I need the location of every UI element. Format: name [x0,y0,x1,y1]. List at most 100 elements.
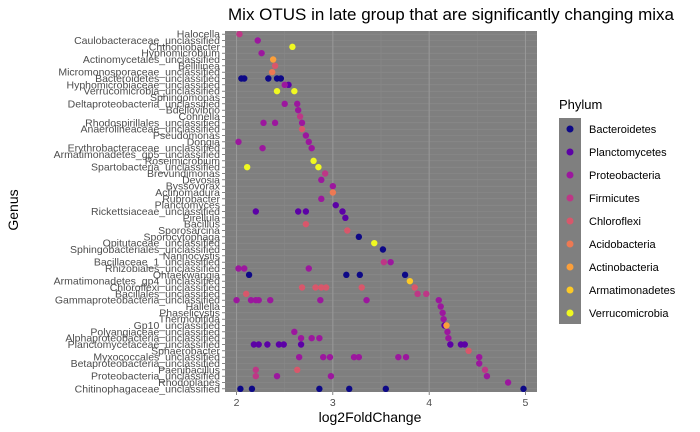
y-tick-label: Micromonosporaceae_unclassified [58,67,220,79]
y-tick-label: Bdellovibrio [166,105,220,117]
point-proteobacteria [440,315,447,323]
point-proteobacteria [308,144,315,152]
point-acidobacteria [329,189,337,196]
point-bacteroidetes [241,75,248,82]
y-tick-label: Phaselicystis [159,307,220,319]
point-bacteroidetes [355,233,363,241]
x-tick-label: 4 [426,397,432,409]
y-tick-label: Sporocytophaga [144,231,221,243]
point-proteobacteria [355,353,363,361]
point-bacteroidetes [401,271,409,279]
point-proteobacteria [254,37,261,44]
point-proteobacteria [437,303,444,310]
point-proteobacteria [308,334,315,342]
point-planctomycetes [250,341,258,348]
point-planctomycetes [302,208,310,215]
point-proteobacteria [435,296,442,304]
point-proteobacteria [297,334,305,342]
y-tick-label: Gammaproteobacteria_unclassified [55,295,220,307]
point-chloroflexi [411,284,418,291]
point-firmicutes [414,290,421,298]
y-tick-label: Nannocystis [163,250,220,262]
point-proteobacteria [247,296,255,304]
point-proteobacteria [255,296,262,304]
point-proteobacteria [387,258,394,266]
y-tick-label: Rhodoplanes [158,377,220,389]
point-proteobacteria [320,353,327,361]
y-tick-label: Pirellula [183,212,221,224]
point-planctomycetes [332,201,339,209]
point-proteobacteria [295,353,303,361]
y-tick-label: Bacillus [184,219,220,231]
point-proteobacteria [259,144,266,152]
legend-label: Acidobacteria [589,239,657,251]
point-planctomycetes [275,341,283,348]
legend-title: Phylum [559,97,602,112]
point-proteobacteria [258,49,265,57]
point-planctomycetes [297,341,305,348]
point-proteobacteria [271,119,279,127]
point-proteobacteria [316,334,323,342]
point-proteobacteria [395,353,402,361]
y-tick-label: Paenibacillus [158,364,220,376]
legend-label: Actinobacteria [589,262,660,274]
point-proteobacteria [504,379,512,386]
point-proteobacteria [402,353,410,361]
point-proteobacteria [241,265,248,272]
point-actinobacteria [443,322,450,329]
y-tick-label: Brevundimonas [147,168,220,180]
point-proteobacteria [445,334,452,342]
point-chloroflexi [312,284,319,291]
legend-label: Armatimonadetes [589,285,676,297]
point-proteobacteria [235,138,242,146]
point-proteobacteria [476,353,483,361]
point-firmicutes [236,30,243,38]
point-proteobacteria [363,296,370,304]
y-tick-label: Caulobacteraceae_unclassified [74,35,220,47]
y-tick-label: Gp10_unclassified [134,320,221,332]
y-tick-label: Rubrobacter [162,193,220,205]
y-tick-label: Actinomadura [155,187,220,199]
point-planctomycetes [294,208,302,215]
point-proteobacteria [267,296,274,304]
point-proteobacteria [291,328,298,336]
point-proteobacteria [483,372,491,380]
point-chloroflexi [298,125,306,133]
point-verrucomicrobia [289,43,296,51]
y-tick-label: Devosia [182,174,220,186]
point-bacteroidetes [265,75,272,82]
y-tick-label: Rhizobiales_unclassified [105,263,220,275]
point-proteobacteria [317,296,324,304]
y-tick-label: Spartobacteria_unclassified [91,162,220,174]
y-tick-label: Bacillaceae_1_unclassified [94,257,220,269]
point-planctomycetes [280,341,287,348]
point-firmicutes [380,258,388,266]
point-planctomycetes [264,341,271,348]
y-axis-title: Genus [5,189,21,230]
point-proteobacteria [329,182,337,190]
y-tick-label: Planctomyces [155,200,220,212]
point-verrucomicrobia [273,87,281,95]
legend: Phylum Bacteroidetes Planctomycetes Proteo… [559,97,676,324]
point-bacteroidetes [356,271,364,279]
data-points [233,30,527,393]
y-tick-label: Halocella [177,29,220,41]
point-proteobacteria [233,296,240,304]
legend-label: Chloroflexi [589,216,641,228]
y-tick-label: Sporosarcina [158,225,220,237]
point-bacteroidetes [346,385,353,393]
point-proteobacteria [294,106,302,114]
y-tick-label: Chitinophagaceae_unclassified [75,383,221,395]
point-proteobacteria [281,100,288,108]
y-tick-label: Rickettsiaceae_unclassified [91,206,220,218]
point-planctomycetes [342,214,349,222]
legend-swatch [566,217,574,225]
y-tick-label: Hallella [186,301,221,313]
y-tick-label: Armatimonadetes_gp4_unclassified [54,276,221,288]
point-chloroflexi [302,220,310,228]
point-firmicutes [481,366,489,374]
y-tick-label: Byssovorax [166,181,221,193]
y-tick-label: Bellilinea [178,60,220,72]
y-tick-label: Myxococcales_unclassified [93,352,220,364]
